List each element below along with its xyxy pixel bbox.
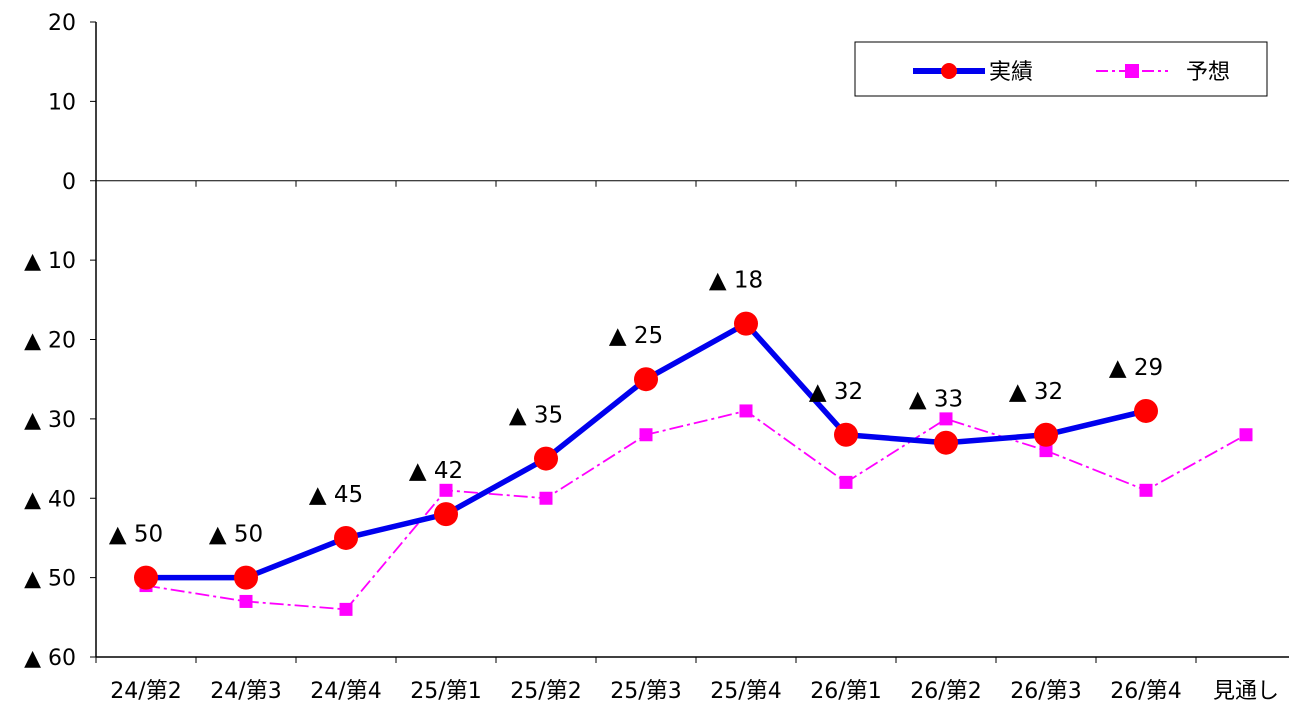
x-tick-label: 26/第1 (810, 679, 881, 704)
actual-marker (434, 502, 458, 527)
y-tick-label: 0 (62, 170, 76, 195)
forecast-marker (1039, 444, 1053, 458)
actual-marker (634, 367, 658, 392)
data-label: ▲ 25 (609, 323, 663, 349)
actual-marker (834, 422, 858, 447)
x-tick-label: 24/第4 (310, 679, 381, 704)
y-tick-label: ▲ 60 (24, 646, 76, 671)
x-tick-label: 26/第3 (1010, 679, 1081, 704)
actual-marker (734, 311, 758, 336)
data-label: ▲ 50 (109, 522, 163, 548)
legend-marker-forecast (1125, 64, 1139, 78)
y-tick-label: ▲ 50 (24, 567, 76, 592)
x-tick-label: 25/第3 (610, 679, 681, 704)
x-tick-label: 24/第3 (210, 679, 281, 704)
data-labels: ▲ 50 ▲ 50 ▲ 45 ▲ 42 ▲ 35 ▲ 25 ▲ 18 ▲ 32 ▲ 33 ▲ 32… (109, 268, 1163, 548)
actual-marker (534, 446, 558, 471)
series-markers (134, 311, 1253, 616)
data-label: ▲ 18 (709, 268, 763, 294)
legend-label-actual: 実績 (989, 60, 1033, 85)
data-label: ▲ 50 (209, 522, 263, 548)
series-line-forecast (145, 409, 1247, 611)
data-label: ▲ 33 (909, 387, 963, 413)
data-label: ▲ 45 (309, 482, 363, 508)
x-tick-label: 見通し (1213, 679, 1279, 704)
y-tick-label: ▲ 40 (24, 487, 76, 512)
x-axis-tick-labels: 24/第2 24/第3 24/第4 25/第1 25/第2 25/第3 25/第4 26/第1… (110, 679, 1279, 704)
y-tick-label: ▲ 20 (24, 329, 76, 354)
legend-label-forecast: 予想 (1186, 60, 1230, 85)
forecast-marker (1239, 428, 1253, 442)
actual-marker (1134, 398, 1158, 423)
x-tick-label: 25/第4 (710, 679, 781, 704)
legend: 実績 予想 (854, 41, 1268, 97)
forecast-marker (939, 412, 953, 426)
actual-marker (1034, 422, 1058, 447)
forecast-marker (1139, 483, 1153, 497)
forecast-marker (639, 428, 653, 442)
y-tick-label: 20 (48, 11, 76, 36)
forecast-marker (839, 475, 853, 489)
forecast-marker (539, 491, 553, 505)
y-tick-label: ▲ 10 (24, 249, 76, 274)
actual-marker (234, 565, 258, 590)
series-lines (145, 320, 1247, 611)
actual-marker (934, 430, 958, 455)
x-tick-label: 25/第1 (410, 679, 481, 704)
forecast-marker (239, 594, 253, 608)
data-label: ▲ 42 (409, 458, 463, 484)
x-tick-label: 26/第2 (910, 679, 981, 704)
forecast-marker (739, 404, 753, 418)
data-label: ▲ 32 (809, 379, 863, 405)
x-tick-label: 25/第2 (510, 679, 581, 704)
data-label: ▲ 32 (1009, 379, 1063, 405)
series-line-actual (146, 320, 1147, 581)
forecast-marker (439, 483, 453, 497)
data-label: ▲ 35 (509, 403, 563, 429)
y-tick-label: ▲ 30 (24, 408, 76, 433)
x-tick-label: 24/第2 (110, 679, 181, 704)
y-tick-label: 10 (48, 90, 76, 115)
actual-marker (134, 565, 158, 590)
data-label: ▲ 29 (1109, 355, 1163, 381)
x-tick-label: 26/第4 (1110, 679, 1181, 704)
axes (90, 21, 1289, 663)
actual-marker (334, 525, 358, 550)
forecast-marker (339, 602, 353, 616)
y-axis-tick-labels: 20 10 0 ▲ 10 ▲ 20 ▲ 30 ▲ 40 ▲ 50 ▲ 60 (24, 11, 76, 671)
legend-marker-actual (941, 63, 957, 79)
